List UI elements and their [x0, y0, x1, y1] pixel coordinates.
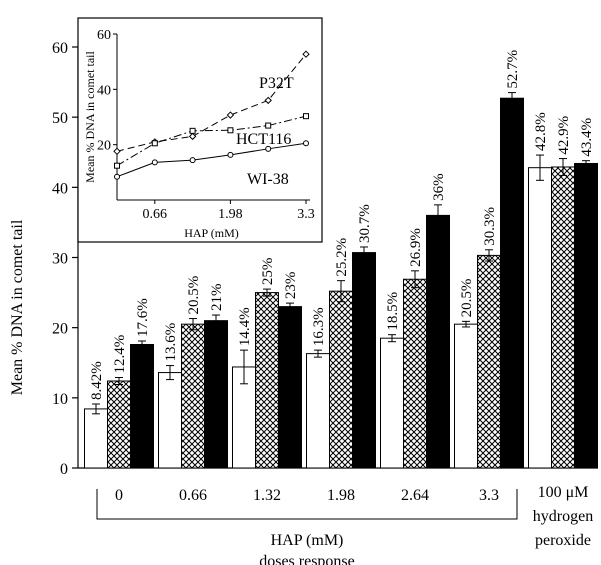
bar-data-label: 21% — [209, 284, 225, 312]
inset-point — [189, 157, 196, 164]
bar-data-label: 23% — [283, 272, 299, 300]
bar — [403, 278, 427, 469]
bar — [426, 214, 450, 469]
bar-data-label: 17.6% — [135, 298, 151, 337]
bar — [306, 353, 330, 469]
y-tick-label: 0 — [60, 461, 68, 478]
inset-point — [151, 159, 158, 166]
x-category-label: 0 — [115, 487, 123, 504]
bar — [551, 166, 575, 469]
bar-data-label: 20.5% — [459, 279, 475, 318]
inset-point — [188, 132, 197, 141]
inset-point — [226, 111, 235, 119]
bar-data-label: 52.7% — [505, 50, 521, 89]
inset-point — [113, 147, 121, 156]
dose-bracket — [96, 489, 518, 520]
inset-series-label: HCT116 — [236, 131, 291, 148]
x-category-label: hydrogen — [533, 508, 593, 525]
inset-point — [114, 173, 120, 180]
bar — [204, 320, 228, 469]
inset-point — [265, 145, 272, 152]
bar-data-label: 26.9% — [408, 228, 424, 267]
bar — [84, 408, 108, 469]
inset-y-tick-label: 60 — [97, 28, 111, 43]
inset-point — [303, 140, 309, 147]
bar — [528, 167, 552, 469]
bar — [454, 323, 478, 469]
inset-y-tick-label: 20 — [97, 139, 111, 154]
inset-y-tick-label: 40 — [97, 83, 111, 98]
bar-data-label: 14.4% — [237, 307, 253, 346]
bar-data-label: 18.5% — [385, 292, 401, 331]
bracket-sublabel: doses response — [259, 553, 355, 565]
bar — [574, 162, 598, 469]
y-axis-title: Mean % DNA in comet tail — [9, 219, 26, 395]
bar — [181, 323, 205, 469]
inset-point — [114, 162, 120, 169]
y-tick-label: 20 — [52, 321, 68, 338]
bar — [352, 252, 376, 469]
bar — [380, 337, 404, 469]
inset-x-tick-label: 1.98 — [218, 207, 243, 222]
bracket-label: HAP (mM) — [271, 532, 344, 549]
bar — [255, 292, 279, 469]
bar-data-label: 25% — [260, 258, 276, 286]
x-category-label: 2.64 — [401, 487, 429, 504]
x-category-label: 1.32 — [253, 487, 281, 504]
inset-frame — [77, 17, 323, 243]
bar-data-label: 25.2% — [334, 238, 350, 277]
inset-line-chart: 20 40 60 0.66 1.98 3.3 HAP (mM) Mean % DNA in c… — [77, 17, 323, 243]
bar-data-label: 16.3% — [311, 307, 327, 346]
y-tick-label: 10 — [52, 391, 68, 408]
bar — [500, 97, 524, 469]
inset-series-line — [116, 53, 307, 152]
bar — [477, 254, 501, 469]
bar — [278, 306, 302, 469]
inset-point — [189, 127, 196, 134]
bar — [107, 380, 131, 469]
x-category-label: 1.98 — [327, 487, 355, 504]
bar-data-label: 36% — [431, 173, 447, 201]
inset-point — [151, 140, 158, 147]
main-bar-chart: 0 10 20 30 40 50 60 Mean % DNA in comet tail 8.4… — [9, 40, 598, 565]
y-tick-label: 60 — [52, 40, 68, 57]
bar-data-label: 8.42% — [89, 361, 105, 400]
bar-data-label: 12.4% — [112, 335, 128, 374]
inset-y-axis-title: Mean % DNA in comet tail — [83, 51, 97, 183]
x-category-label: 100 μM — [538, 484, 589, 501]
bar-data-label: 42.8% — [533, 112, 549, 151]
bar — [329, 290, 353, 469]
inset-point — [265, 122, 272, 129]
x-category-label: peroxide — [535, 532, 591, 549]
inset-x-axis-title: HAP (mM) — [184, 226, 239, 240]
inset-point — [302, 50, 310, 58]
bar — [158, 372, 182, 469]
y-tick-label: 40 — [52, 180, 68, 197]
bar-data-label: 30.3% — [482, 207, 498, 246]
y-tick-label: 50 — [52, 110, 68, 127]
inset-point — [303, 113, 309, 120]
inset-series-line — [116, 115, 307, 167]
bar — [130, 344, 154, 469]
x-category-label: 3.3 — [479, 487, 499, 504]
bar-data-label: 20.5% — [186, 276, 202, 315]
inset-x-tick-label: 0.66 — [143, 207, 168, 222]
bar-data-label: 43.4% — [579, 118, 595, 157]
bar-data-label: 42.9% — [556, 116, 572, 155]
inset-series-line — [116, 142, 307, 178]
inset-series-label: WI-38 — [247, 171, 289, 188]
bar-data-label: 13.6% — [163, 323, 179, 362]
x-category-label: 0.66 — [179, 487, 207, 504]
inset-point — [227, 127, 234, 134]
inset-point — [227, 151, 234, 158]
bar-data-label: 30.7% — [357, 204, 373, 243]
inset-point — [264, 96, 272, 105]
y-tick-label: 30 — [52, 251, 68, 268]
inset-x-tick-label: 3.3 — [297, 207, 315, 222]
inset-series-label: P32T — [259, 75, 294, 92]
